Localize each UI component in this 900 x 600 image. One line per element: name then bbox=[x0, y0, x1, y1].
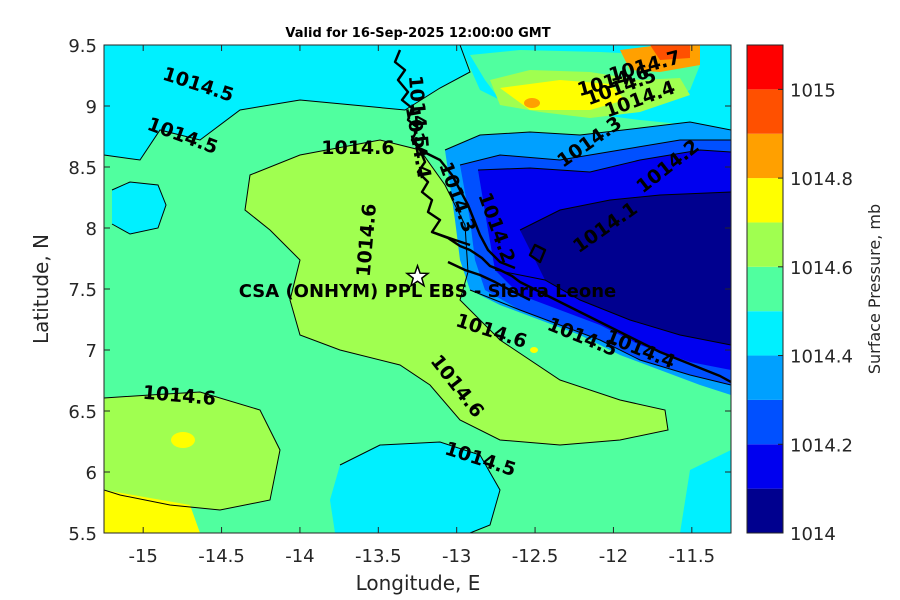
x-tick-label: -14.5 bbox=[198, 546, 245, 567]
contour-band-sw-1014-7 bbox=[104, 490, 200, 533]
contour-line-central bbox=[244, 139, 669, 446]
colorbar-tick-label: 1014.8 bbox=[790, 169, 853, 190]
y-tick-label: 6 bbox=[86, 463, 97, 484]
contour-line-south bbox=[339, 441, 501, 533]
contour-line-east-0 bbox=[519, 191, 731, 231]
contour-line-coastal-b bbox=[494, 269, 731, 346]
colorbar-segment bbox=[747, 399, 783, 445]
contour-label: 1014.6 bbox=[321, 137, 394, 159]
colorbar-tick-label: 1015 bbox=[790, 80, 836, 101]
contour-line-coastal-a bbox=[469, 289, 731, 386]
site-label: CSA (ONHYM) PPL EBS - Sierra Leone bbox=[239, 281, 616, 302]
coastline-layer bbox=[393, 49, 731, 384]
site-layer: CSA (ONHYM) PPL EBS - Sierra Leone bbox=[239, 263, 616, 302]
x-tick-label: -14 bbox=[285, 546, 314, 567]
y-tick-label: 7 bbox=[86, 341, 97, 362]
contour-blob-ne bbox=[524, 98, 540, 108]
contour-line-east-1 bbox=[477, 149, 731, 173]
contour-band-north-1014-4 bbox=[104, 45, 470, 160]
y-tick-label: 7.5 bbox=[68, 280, 97, 301]
contour-band-nw-patch bbox=[112, 182, 166, 234]
y-tick-label: 8.5 bbox=[68, 158, 97, 179]
colorbar-segment bbox=[747, 311, 783, 356]
x-tick-label: -13.5 bbox=[355, 546, 402, 567]
colorbar-segment bbox=[747, 355, 783, 400]
colorbar-segment bbox=[747, 488, 783, 533]
x-tick-label: -13 bbox=[442, 546, 471, 567]
colorbar-tick-label: 1014.2 bbox=[790, 435, 853, 456]
contour-band-ne-1014-9 bbox=[650, 45, 690, 60]
contour-band-sw-1014-6 bbox=[104, 392, 280, 510]
x-axis-label: Longitude, E bbox=[356, 571, 481, 595]
x-axis-ticks: -15 -14.5 -14 -13.5 -13 -12.5 -12 -11.5 bbox=[128, 45, 715, 567]
colorbar-segment bbox=[747, 45, 783, 90]
y-tick-label: 6.5 bbox=[68, 402, 97, 423]
colorbar-tick-label: 1014 bbox=[790, 524, 836, 545]
contour-line-east-3 bbox=[444, 121, 731, 151]
y-axis-label: Latitude, N bbox=[29, 234, 53, 344]
contour-band-south-1014-4 bbox=[330, 442, 500, 533]
site-star-icon bbox=[404, 263, 431, 288]
coastline-islands bbox=[431, 230, 531, 302]
contour-band-east-1014-0 bbox=[520, 192, 731, 345]
map-title: Valid for 16-Sep-2025 12:00:00 GMT bbox=[285, 26, 550, 41]
colorbar-segment bbox=[747, 133, 783, 179]
colorbar-segment bbox=[747, 222, 783, 267]
contour-line-north bbox=[104, 45, 471, 161]
colorbar-segment bbox=[747, 444, 783, 489]
colorbar-tick-label: 1014.4 bbox=[790, 347, 853, 368]
coastline-lake bbox=[528, 243, 547, 264]
colorbar-ticks: 1015 1014.8 1014.6 1014.4 1014.2 1014 bbox=[778, 80, 853, 545]
contour-line-east-2 bbox=[459, 139, 731, 166]
contour-blob-sw bbox=[171, 432, 195, 448]
colorbar bbox=[747, 45, 783, 533]
y-tick-label: 8 bbox=[86, 219, 97, 240]
border-line bbox=[419, 148, 516, 270]
y-tick-label: 5.5 bbox=[68, 524, 97, 545]
y-tick-label: 9 bbox=[86, 97, 97, 118]
colorbar-segment bbox=[747, 266, 783, 312]
colorbar-tick-label: 1014.6 bbox=[790, 258, 853, 279]
contour-line-layer bbox=[104, 45, 731, 533]
x-tick-label: -15 bbox=[128, 546, 157, 567]
colorbar-segment bbox=[747, 178, 783, 223]
x-tick-label: -12.5 bbox=[512, 546, 559, 567]
x-tick-label: -12 bbox=[599, 546, 628, 567]
contour-blob-small bbox=[530, 347, 538, 353]
contour-line-sw bbox=[104, 391, 281, 511]
x-tick-label: -11.5 bbox=[669, 546, 716, 567]
y-tick-label: 9.5 bbox=[68, 36, 97, 57]
colorbar-frame bbox=[746, 44, 784, 534]
contour-line-nw bbox=[111, 181, 167, 235]
colorbar-label: Surface Pressure, mb bbox=[865, 204, 884, 374]
colorbar-segment bbox=[747, 89, 783, 134]
y-axis-ticks: 9.5 9 8.5 8 7.5 7 6.5 6 5.5 bbox=[68, 36, 731, 545]
contour-band-se-1014-4 bbox=[680, 450, 731, 533]
contour-band-central-1014-6 bbox=[245, 140, 668, 445]
